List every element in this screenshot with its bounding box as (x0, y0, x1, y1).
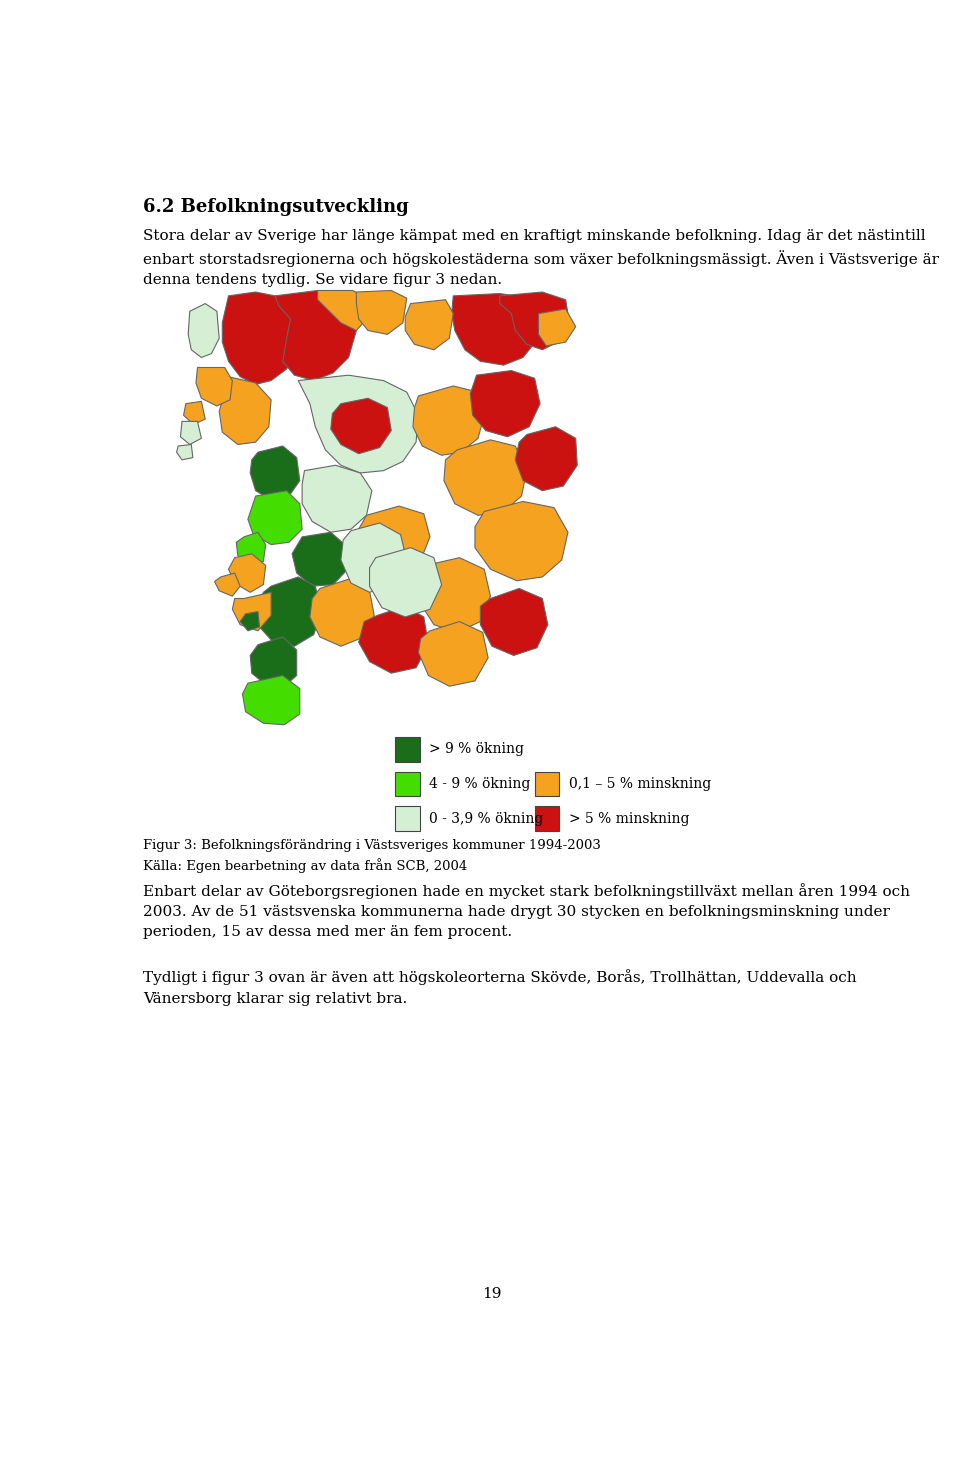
Text: 4 - 9 % ökning: 4 - 9 % ökning (429, 777, 531, 791)
Text: 6.2 Befolkningsutveckling: 6.2 Befolkningsutveckling (143, 199, 409, 216)
FancyBboxPatch shape (535, 806, 560, 831)
Polygon shape (228, 553, 266, 593)
Polygon shape (470, 371, 540, 437)
Polygon shape (243, 675, 300, 725)
Polygon shape (292, 533, 347, 585)
Polygon shape (177, 444, 193, 460)
Polygon shape (516, 427, 577, 491)
Polygon shape (251, 637, 297, 687)
Polygon shape (370, 547, 442, 616)
Text: 0 - 3,9 % ökning: 0 - 3,9 % ökning (429, 812, 543, 825)
Polygon shape (500, 293, 569, 350)
Polygon shape (359, 606, 428, 674)
Polygon shape (183, 402, 205, 425)
Polygon shape (240, 612, 259, 631)
Polygon shape (331, 399, 392, 453)
Text: Stora delar av Sverige har länge kämpat med en kraftigt minskande befolkning. Id: Stora delar av Sverige har länge kämpat … (143, 229, 939, 287)
Text: > 9 % ökning: > 9 % ökning (429, 743, 524, 756)
Polygon shape (341, 524, 407, 593)
FancyBboxPatch shape (535, 772, 560, 796)
Polygon shape (310, 578, 374, 646)
Text: Tydligt i figur 3 ovan är även att högskoleorterna Skövde, Borås, Trollhättan, U: Tydligt i figur 3 ovan är även att högsk… (143, 969, 857, 1006)
Text: 19: 19 (482, 1287, 502, 1300)
Polygon shape (420, 558, 491, 633)
Text: Figur 3: Befolkningsförändring i Västsveriges kommuner 1994-2003
Källa: Egen bea: Figur 3: Befolkningsförändring i Västsve… (143, 838, 601, 872)
FancyBboxPatch shape (396, 806, 420, 831)
Polygon shape (196, 368, 232, 406)
Polygon shape (232, 593, 271, 631)
Polygon shape (452, 294, 542, 365)
Polygon shape (248, 491, 302, 544)
Polygon shape (299, 375, 419, 474)
Polygon shape (219, 377, 271, 444)
Polygon shape (356, 290, 407, 334)
Text: > 5 % minskning: > 5 % minskning (568, 812, 689, 825)
Polygon shape (258, 577, 322, 646)
Polygon shape (318, 290, 368, 331)
Polygon shape (475, 502, 568, 581)
FancyBboxPatch shape (396, 772, 420, 796)
Text: Enbart delar av Göteborgsregionen hade en mycket stark befolkningstillväxt mella: Enbart delar av Göteborgsregionen hade e… (143, 884, 910, 940)
Polygon shape (419, 622, 488, 687)
Polygon shape (251, 446, 300, 500)
Polygon shape (236, 533, 266, 565)
Polygon shape (480, 588, 548, 656)
FancyBboxPatch shape (396, 737, 420, 762)
Polygon shape (180, 421, 202, 444)
Polygon shape (359, 506, 430, 571)
Polygon shape (223, 293, 302, 384)
Polygon shape (405, 300, 453, 350)
Polygon shape (302, 465, 372, 533)
Polygon shape (214, 574, 240, 596)
Polygon shape (444, 440, 527, 515)
Polygon shape (275, 290, 356, 381)
Polygon shape (188, 303, 219, 357)
Text: 0,1 – 5 % minskning: 0,1 – 5 % minskning (568, 777, 711, 791)
Polygon shape (539, 309, 576, 346)
Polygon shape (413, 385, 484, 455)
